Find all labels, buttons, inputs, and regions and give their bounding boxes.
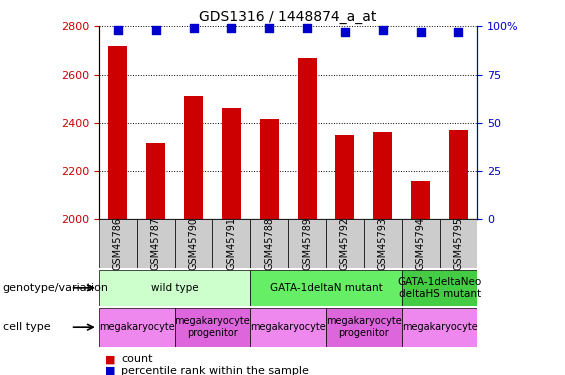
Text: cell type: cell type (3, 322, 50, 332)
Bar (326, 219, 364, 268)
Title: GDS1316 / 1448874_a_at: GDS1316 / 1448874_a_at (199, 10, 377, 24)
Bar (137, 219, 175, 268)
Point (303, 25, 312, 31)
Text: GSM45791: GSM45791 (227, 217, 236, 270)
Point (113, 27, 123, 33)
Bar (402, 308, 477, 347)
Text: ■: ■ (105, 366, 115, 375)
Point (379, 27, 388, 33)
Text: genotype/variation: genotype/variation (3, 283, 109, 293)
Bar (99, 308, 175, 347)
Bar (99, 219, 137, 268)
Point (454, 29, 463, 35)
Bar (175, 219, 212, 268)
Bar (336, 135, 354, 375)
Text: megakaryocyte: megakaryocyte (250, 322, 326, 332)
Text: megakaryocyte: megakaryocyte (99, 322, 175, 332)
Bar (260, 119, 279, 375)
Bar (288, 219, 326, 268)
Text: megakaryocyte
progenitor: megakaryocyte progenitor (326, 316, 402, 338)
Bar (402, 270, 477, 306)
Text: GSM45788: GSM45788 (264, 217, 274, 270)
Point (189, 25, 198, 31)
Text: megakaryocyte: megakaryocyte (402, 322, 477, 332)
Text: GSM45794: GSM45794 (416, 217, 425, 270)
Text: megakaryocyte
progenitor: megakaryocyte progenitor (175, 316, 250, 338)
Bar (326, 308, 402, 347)
Bar (364, 219, 402, 268)
Bar (298, 58, 316, 375)
Bar (108, 45, 127, 375)
Point (264, 25, 274, 31)
Text: GSM45792: GSM45792 (340, 217, 350, 270)
Text: GATA-1deltaNeo
deltaHS mutant: GATA-1deltaNeo deltaHS mutant (397, 277, 482, 298)
Text: ■: ■ (105, 354, 115, 364)
Text: GSM45790: GSM45790 (189, 217, 198, 270)
Bar (402, 219, 440, 268)
Text: count: count (121, 354, 153, 364)
Bar (440, 219, 477, 268)
Bar (222, 108, 241, 375)
Text: GSM45793: GSM45793 (378, 217, 388, 270)
Bar (373, 132, 392, 375)
Text: GSM45786: GSM45786 (113, 217, 123, 270)
Point (416, 29, 425, 35)
Bar (175, 308, 250, 347)
Text: wild type: wild type (151, 283, 198, 293)
Bar (449, 130, 468, 375)
Bar (146, 143, 165, 375)
Bar (250, 219, 288, 268)
Bar (250, 270, 402, 306)
Bar (212, 219, 250, 268)
Point (340, 29, 349, 35)
Bar (99, 270, 250, 306)
Text: GSM45787: GSM45787 (151, 217, 160, 270)
Point (151, 27, 160, 33)
Bar (184, 96, 203, 375)
Bar (411, 181, 430, 375)
Bar (250, 308, 326, 347)
Text: GATA-1deltaN mutant: GATA-1deltaN mutant (270, 283, 383, 293)
Text: GSM45789: GSM45789 (302, 217, 312, 270)
Point (227, 25, 236, 31)
Text: percentile rank within the sample: percentile rank within the sample (121, 366, 310, 375)
Text: GSM45795: GSM45795 (454, 217, 463, 270)
